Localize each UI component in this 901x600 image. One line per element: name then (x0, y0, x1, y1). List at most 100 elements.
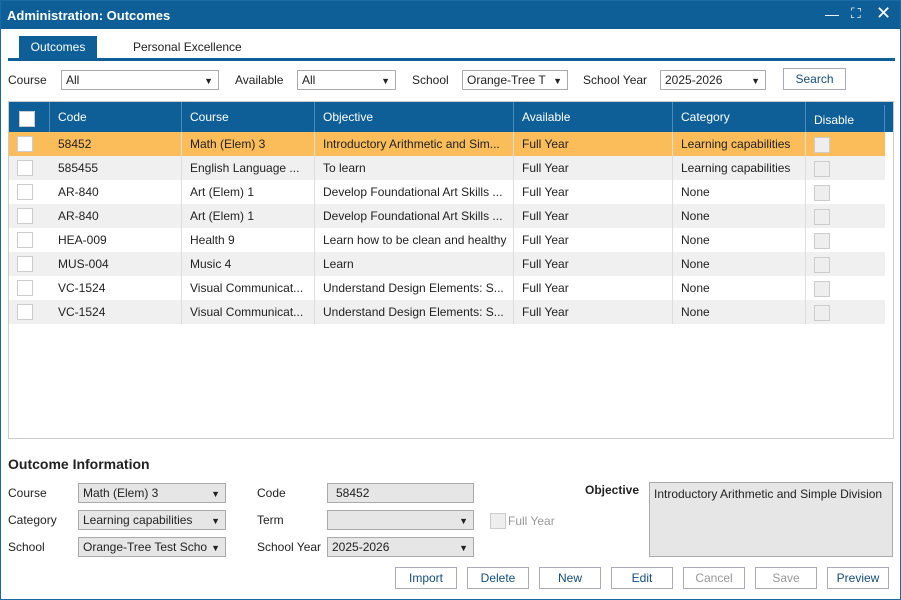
cell: None (673, 204, 806, 228)
label: Category (8, 513, 57, 527)
cell: Music 4 (182, 252, 315, 276)
year-select[interactable]: 2025-2026▼ (660, 70, 766, 90)
maximize[interactable]: ⛶ (851, 5, 861, 22)
available-select[interactable]: All▼ (297, 70, 396, 90)
term-field[interactable]: ▼ (327, 510, 474, 530)
cell: Learn how to be clean and healthy (315, 228, 514, 252)
course-field[interactable]: Math (Elem) 3▼ (78, 483, 226, 503)
course-select[interactable]: All▼ (61, 70, 219, 90)
label: School Year (257, 540, 321, 554)
column-header[interactable]: Category (673, 102, 806, 132)
code-field[interactable]: 58452 (327, 483, 474, 503)
disable-checkbox[interactable] (814, 257, 830, 273)
cell: None (673, 228, 806, 252)
column-header[interactable]: Course (182, 102, 315, 132)
cell: Art (Elem) 1 (182, 204, 315, 228)
cell: AR-840 (50, 204, 182, 228)
column-header[interactable]: Objective (315, 102, 514, 132)
arrow: ▼ (459, 514, 468, 528)
category-field[interactable]: Learning capabilities ▼ (78, 510, 226, 530)
cell: Full Year (514, 276, 673, 300)
school-field[interactable]: Orange-Tree Test Scho▼ (78, 537, 226, 557)
label: Available (235, 73, 283, 87)
arrow: ▼ (751, 74, 760, 88)
full-year-checkbox[interactable] (490, 513, 506, 529)
value: 2025-2026 (332, 540, 389, 554)
row-checkbox[interactable] (17, 280, 33, 296)
row[interactable]: AR-840Art (Elem) 1Develop Foundational A… (9, 180, 885, 204)
button[interactable]: Preview (827, 567, 889, 589)
row-checkbox[interactable] (17, 160, 33, 176)
cell: Health 9 (182, 228, 315, 252)
cell: MUS-004 (50, 252, 182, 276)
cell: Introductory Arithmetic and Sim... (315, 132, 514, 156)
row-checkbox[interactable] (17, 304, 33, 320)
button[interactable]: Cancel (683, 567, 745, 589)
value: Orange-Tree Test Scho (83, 540, 207, 554)
arrow: ▼ (553, 74, 562, 88)
label: Course (8, 486, 47, 500)
row-checkbox[interactable] (17, 184, 33, 200)
column-header[interactable]: Available (514, 102, 673, 132)
disable-checkbox[interactable] (814, 185, 830, 201)
column-header[interactable]: Code (50, 102, 182, 132)
button[interactable]: New (539, 567, 601, 589)
button[interactable]: Edit (611, 567, 673, 589)
close[interactable]: ✕ (876, 3, 891, 24)
arrow: ▼ (207, 541, 220, 555)
row-checkbox[interactable] (17, 256, 33, 272)
row-checkbox[interactable] (17, 136, 33, 152)
row[interactable]: VC-1524Visual Communicat...Understand De… (9, 276, 885, 300)
label: School (8, 540, 45, 554)
cell: Full Year (514, 156, 673, 180)
cell: Learn (315, 252, 514, 276)
arrow: ▼ (211, 487, 220, 501)
cell: 585455 (50, 156, 182, 180)
label: Term (257, 513, 284, 527)
row-checkbox[interactable] (17, 232, 33, 248)
disable-checkbox[interactable] (814, 161, 830, 177)
tab[interactable]: Outcomes (19, 36, 97, 59)
arrow: ▼ (211, 514, 220, 528)
row[interactable]: 585455English Language ...To learnFull Y… (9, 156, 885, 180)
header-border (9, 102, 50, 132)
disable-checkbox[interactable] (814, 281, 830, 297)
objective-field[interactable]: Introductory Arithmetic and Simple Divis… (649, 482, 893, 557)
row[interactable]: VC-1524Visual Communicat...Understand De… (9, 300, 885, 324)
search-button[interactable]: Search (783, 68, 846, 90)
label: School Year (583, 73, 647, 87)
arrow: ▼ (204, 74, 213, 88)
disable-checkbox[interactable] (814, 233, 830, 249)
button[interactable]: Save (755, 567, 817, 589)
section-heading: Outcome Information (8, 456, 150, 472)
value: 58452 (336, 486, 369, 500)
row-checkbox[interactable] (17, 208, 33, 224)
cell: Full Year (514, 228, 673, 252)
row[interactable]: 58452Math (Elem) 3Introductory Arithmeti… (9, 132, 885, 156)
cell: Full Year (514, 300, 673, 324)
row[interactable]: MUS-004Music 4LearnFull YearNone (9, 252, 885, 276)
tab[interactable]: Personal Excellence (133, 40, 242, 54)
cell: Learning capabilities (673, 156, 806, 180)
cell: Full Year (514, 180, 673, 204)
button[interactable]: Delete (467, 567, 529, 589)
disable-checkbox[interactable] (814, 209, 830, 225)
cell: English Language ... (182, 156, 315, 180)
label: Course (8, 73, 47, 87)
cell: VC-1524 (50, 300, 182, 324)
disable-checkbox[interactable] (814, 305, 830, 321)
column-header[interactable]: Disable (806, 105, 885, 135)
value: Learning capabilities (83, 513, 192, 527)
row[interactable]: AR-840Art (Elem) 1Develop Foundational A… (9, 204, 885, 228)
button[interactable]: Import (395, 567, 457, 589)
row[interactable]: HEA-009Health 9Learn how to be clean and… (9, 228, 885, 252)
year-field[interactable]: 2025-2026▼ (327, 537, 474, 557)
school-select[interactable]: Orange-Tree T ▼ (462, 70, 568, 90)
disable-checkbox[interactable] (814, 137, 830, 153)
label: School (412, 73, 449, 87)
cell: Learning capabilities (673, 132, 806, 156)
grid: CodeCourseObjectiveAvailableCategoryDisa… (8, 101, 894, 439)
value: Orange-Tree T (467, 73, 546, 87)
minimize[interactable]: — (825, 6, 839, 22)
